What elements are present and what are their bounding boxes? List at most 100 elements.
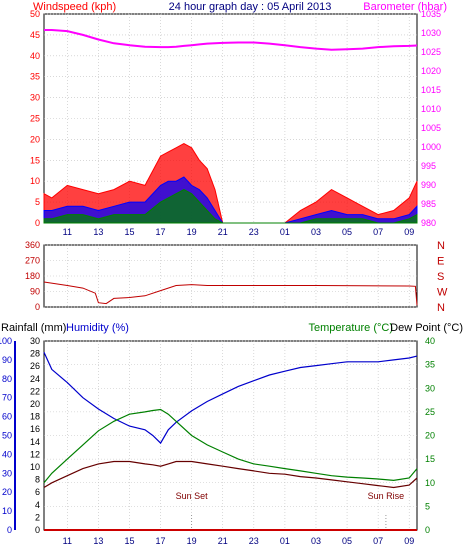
windspeed-tick-label: 15 <box>30 155 40 165</box>
humidity-tick-label: 40 <box>2 449 12 459</box>
barometer-tick-label: 990 <box>421 180 436 190</box>
rainfall-tick-label: 0 <box>35 525 40 535</box>
compass-label: E <box>437 256 444 268</box>
series-wind-area <box>43 176 418 224</box>
barometer-tick-label: 1020 <box>421 66 441 76</box>
humidity-tick-label: 60 <box>2 412 12 422</box>
rainfall-tick-label: 24 <box>30 374 40 384</box>
rainfall-tick-label: 18 <box>30 412 40 422</box>
series-direction-line <box>43 281 418 306</box>
windspeed-tick-label: 5 <box>35 197 40 207</box>
series-humidity-line <box>43 352 418 445</box>
barometer-tick-label: 1025 <box>421 47 441 57</box>
rainfall-axis-label: Rainfall (mm) <box>1 322 66 334</box>
humidity-tick-label: 0 <box>7 525 12 535</box>
x-tick-label: 15 <box>124 536 134 546</box>
temperature-tick-label: 10 <box>425 478 435 488</box>
temperature-tick-label: 40 <box>425 336 435 346</box>
x-tick-label: 01 <box>280 536 290 546</box>
humidity-tick-label: 100 <box>0 336 12 346</box>
x-tick-label: 07 <box>373 227 383 237</box>
dewpoint-axis-label: Dew Point (°C) <box>390 322 463 334</box>
humidity-tick-label: 50 <box>2 431 12 441</box>
rainfall-tick-label: 22 <box>30 386 40 396</box>
barometer-tick-label: 995 <box>421 161 436 171</box>
direction-tick-label: 90 <box>30 287 40 297</box>
barometer-tick-label: 1010 <box>421 104 441 114</box>
barometer-tick-label: 980 <box>421 218 436 228</box>
series-temperature-line <box>43 408 418 484</box>
temperature-tick-label: 5 <box>425 501 430 511</box>
direction-tick-label: 180 <box>25 271 40 281</box>
barometer-tick-label: 1035 <box>421 9 441 19</box>
x-tick-label: 23 <box>249 227 259 237</box>
series-average-area <box>43 189 418 224</box>
compass-label: N <box>437 302 445 314</box>
barometer-tick-label: 985 <box>421 199 436 209</box>
windspeed-tick-label: 30 <box>30 93 40 103</box>
rainfall-tick-label: 20 <box>30 399 40 409</box>
rainfall-tick-label: 8 <box>35 475 40 485</box>
compass-label: S <box>437 271 444 283</box>
rainfall-tick-label: 4 <box>35 500 40 510</box>
humidity-tick-label: 90 <box>2 355 12 365</box>
rainfall-tick-label: 14 <box>30 437 40 447</box>
humidity-axis-label: Humidity (%) <box>66 322 129 334</box>
x-tick-label: 05 <box>342 227 352 237</box>
windspeed-tick-label: 35 <box>30 72 40 82</box>
series-dew-point-line <box>43 460 418 489</box>
compass-label: W <box>437 287 448 299</box>
x-tick-label: 07 <box>373 536 383 546</box>
humidity-tick-label: 30 <box>2 468 12 478</box>
temperature-tick-label: 0 <box>425 525 430 535</box>
sunset-annotation: Sun Set <box>176 491 209 501</box>
x-tick-label: 03 <box>311 227 321 237</box>
rainfall-tick-label: 12 <box>30 449 40 459</box>
sunrise-annotation: Sun Rise <box>368 491 405 501</box>
barometer-tick-label: 1000 <box>421 142 441 152</box>
x-tick-label: 11 <box>63 536 72 546</box>
x-tick-label: 19 <box>187 227 197 237</box>
x-tick-label: 17 <box>156 536 166 546</box>
chart-title: 24 hour graph day : 05 April 2013 <box>169 1 332 13</box>
windspeed-tick-label: 20 <box>30 134 40 144</box>
rainfall-tick-label: 10 <box>30 462 40 472</box>
x-tick-label: 09 <box>404 536 414 546</box>
x-tick-label: 21 <box>218 536 228 546</box>
temperature-tick-label: 20 <box>425 431 435 441</box>
x-tick-label: 13 <box>93 227 103 237</box>
rainfall-tick-label: 16 <box>30 424 40 434</box>
humidity-tick-label: 10 <box>2 506 12 516</box>
temperature-tick-label: 35 <box>425 360 435 370</box>
direction-tick-label: 360 <box>25 240 40 250</box>
rainfall-tick-label: 6 <box>35 487 40 497</box>
windspeed-tick-label: 40 <box>30 51 40 61</box>
series-barometer-line <box>44 29 418 51</box>
windspeed-axis-label: Windspeed (kph) <box>33 1 116 13</box>
x-tick-label: 21 <box>218 227 228 237</box>
direction-tick-label: 270 <box>25 256 40 266</box>
x-tick-label: 19 <box>187 536 197 546</box>
windspeed-tick-label: 50 <box>30 9 40 19</box>
x-tick-label: 01 <box>280 227 290 237</box>
compass-label: N <box>437 240 445 252</box>
rainfall-tick-label: 30 <box>30 336 40 346</box>
windspeed-tick-label: 0 <box>35 218 40 228</box>
temperature-tick-label: 25 <box>425 407 435 417</box>
x-tick-label: 17 <box>156 227 166 237</box>
barometer-tick-label: 1030 <box>421 28 441 38</box>
x-tick-label: 09 <box>404 227 414 237</box>
barometer-axis-label: Barometer (hbar) <box>363 1 447 13</box>
x-tick-label: 15 <box>124 227 134 237</box>
rainfall-tick-label: 2 <box>35 512 40 522</box>
windspeed-tick-label: 25 <box>30 114 40 124</box>
humidity-tick-label: 70 <box>2 393 12 403</box>
rainfall-tick-label: 28 <box>30 349 40 359</box>
temperature-tick-label: 30 <box>425 383 435 393</box>
rainfall-tick-label: 26 <box>30 361 40 371</box>
temperature-tick-label: 15 <box>425 454 435 464</box>
humidity-tick-label: 20 <box>2 487 12 497</box>
windspeed-tick-label: 45 <box>30 30 40 40</box>
windspeed-tick-label: 10 <box>30 176 40 186</box>
